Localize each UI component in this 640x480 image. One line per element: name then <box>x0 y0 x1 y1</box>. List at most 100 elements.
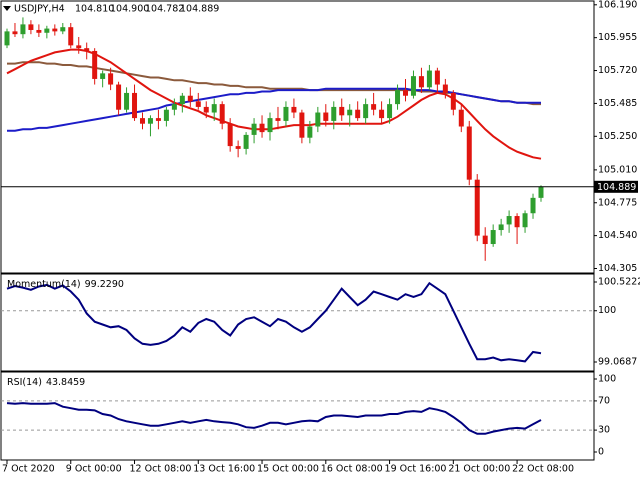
x-tick-label: 9 Oct 00:00 <box>66 464 122 475</box>
chart-title: USDJPY,H4 <box>14 4 65 15</box>
candle-body <box>458 109 464 127</box>
y-tick-label: 106.190 <box>598 0 637 10</box>
candle-body <box>108 73 114 85</box>
header-value: 104.782 <box>145 4 184 15</box>
price-label: 104.889 <box>597 182 636 193</box>
candle-body <box>323 112 329 121</box>
y-tick-label: 105.010 <box>598 164 637 175</box>
candle-body <box>387 104 393 119</box>
candle-body <box>379 109 385 119</box>
menu-icon <box>3 6 11 11</box>
candle-body <box>418 76 424 88</box>
candle-body <box>299 112 305 138</box>
candle-body <box>243 134 249 149</box>
y-tick-label: 99.0687 <box>598 357 637 368</box>
y-tick-label: 105.485 <box>598 98 637 109</box>
candle-body <box>442 84 448 93</box>
y-tick-label: 100 <box>598 374 616 385</box>
x-tick-label: 21 Oct 00:00 <box>448 464 510 475</box>
header-value: 104.810 <box>75 4 114 15</box>
candle-body <box>331 106 337 121</box>
candle-body <box>251 123 257 135</box>
candle-body <box>147 118 153 124</box>
candle-body <box>355 109 361 119</box>
candle-body <box>498 224 504 231</box>
header-value: 104.889 <box>180 4 219 15</box>
indicator-name: Momentum(14) <box>7 279 81 290</box>
candle-body <box>76 45 82 49</box>
candle-body <box>307 126 313 138</box>
candle-body <box>315 112 321 127</box>
candle-body <box>219 104 225 124</box>
indicator-name: RSI(14) <box>7 377 42 388</box>
indicator-line <box>6 402 542 435</box>
x-tick-label: 13 Oct 16:00 <box>193 464 255 475</box>
candle-body <box>434 70 440 85</box>
candle-body <box>267 118 273 133</box>
candle-body <box>403 90 408 96</box>
candle-body <box>339 106 345 116</box>
candle-body <box>187 95 193 102</box>
y-tick-label: 105.720 <box>598 65 637 76</box>
indicator-title: RSI(14) 43.8459 <box>7 377 85 388</box>
candle-body <box>132 92 138 119</box>
candle-body <box>28 24 34 30</box>
candle-body <box>490 230 496 245</box>
y-tick-label: 104.775 <box>598 197 637 208</box>
candle-body <box>4 31 10 46</box>
candle-body <box>12 31 18 35</box>
candle-body <box>514 216 520 228</box>
candle-body <box>100 73 106 79</box>
indicator-title: Momentum(14) 99.2290 <box>7 279 124 290</box>
candle-body <box>347 109 353 116</box>
candle-body <box>139 118 145 124</box>
candle-body <box>44 28 50 33</box>
candle-body <box>395 90 401 105</box>
candle-body <box>259 123 265 133</box>
moving-average <box>7 61 541 106</box>
y-tick-label: 104.540 <box>598 230 637 241</box>
y-tick-label: 100 <box>598 305 616 316</box>
candle-body <box>426 70 432 88</box>
panel-frame <box>0 371 595 461</box>
y-tick-label: 100.5222 <box>598 277 640 288</box>
candle-body <box>522 213 528 228</box>
candle-body <box>211 104 217 113</box>
candle-body <box>283 106 289 121</box>
candle-body <box>179 95 185 105</box>
candle-body <box>506 216 512 225</box>
indicator-value: 99.2290 <box>85 279 124 290</box>
panel-frame <box>0 0 595 274</box>
candle-body <box>466 126 472 180</box>
x-tick-label: 22 Oct 08:00 <box>512 464 574 475</box>
candle-body <box>538 186 544 198</box>
x-tick-label: 7 Oct 2020 <box>2 464 55 475</box>
y-tick-label: 0 <box>598 447 604 458</box>
candle-body <box>530 197 536 214</box>
candle-body <box>60 27 66 32</box>
y-tick-label: 104.305 <box>598 263 637 274</box>
candle-body <box>474 179 480 236</box>
candle-body <box>68 27 74 46</box>
candle-body <box>291 106 297 113</box>
header-value: 104.900 <box>110 4 149 15</box>
candle-body <box>116 84 122 110</box>
panel-frame <box>0 273 595 372</box>
x-tick-label: 19 Oct 16:00 <box>385 464 447 475</box>
candle-body <box>124 92 130 110</box>
y-tick-label: 105.250 <box>598 131 637 142</box>
y-tick-label: 105.955 <box>598 32 637 43</box>
candle-body <box>227 123 233 147</box>
moving-average <box>7 87 541 132</box>
candle-body <box>371 104 377 110</box>
candle-body <box>92 50 98 79</box>
candle-body <box>84 48 90 51</box>
candle-body <box>163 109 169 121</box>
candle-body <box>171 104 177 110</box>
y-tick-label: 30 <box>598 425 610 436</box>
x-tick-label: 15 Oct 00:00 <box>257 464 319 475</box>
candle-body <box>363 104 369 119</box>
candle-body <box>235 146 241 149</box>
candle-body <box>52 28 58 32</box>
